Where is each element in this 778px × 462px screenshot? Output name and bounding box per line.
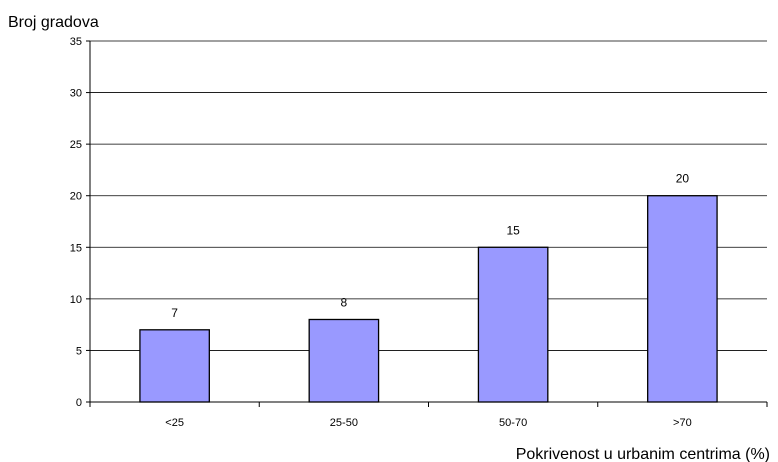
bar [139, 329, 210, 403]
y-tick-label: 10 [70, 294, 82, 306]
y-tick-label: 0 [76, 397, 82, 409]
bars [139, 195, 718, 403]
y-tick-label: 5 [76, 345, 82, 357]
data-label: 7 [171, 306, 178, 320]
bar [647, 195, 718, 403]
data-label: 8 [341, 295, 348, 309]
x-tick-label: 50-70 [499, 417, 527, 429]
x-tick-label: 25-50 [330, 417, 358, 429]
x-axis-label: Pokrivenost u urbanim centrima (%) [516, 446, 770, 462]
x-tick-label: >70 [673, 417, 692, 429]
y-tick-label: 30 [70, 88, 82, 100]
y-tick-label: 20 [70, 191, 82, 203]
y-ticks: 0 5 10 15 20 25 30 35 [70, 36, 90, 409]
x-ticks: <25 25-50 50-70 >70 [89, 402, 768, 429]
y-axis-label: Broj gradova [8, 14, 99, 31]
bar [477, 246, 549, 403]
gridlines [90, 40, 767, 351]
y-tick-label: 35 [70, 36, 82, 48]
x-tick-label: <25 [165, 417, 184, 429]
y-tick-label: 25 [70, 139, 82, 151]
data-labels: 7 8 15 20 [171, 172, 689, 320]
data-label: 15 [506, 223, 520, 237]
y-tick-label: 15 [70, 242, 82, 254]
data-label: 20 [676, 172, 690, 186]
bar [308, 318, 380, 403]
